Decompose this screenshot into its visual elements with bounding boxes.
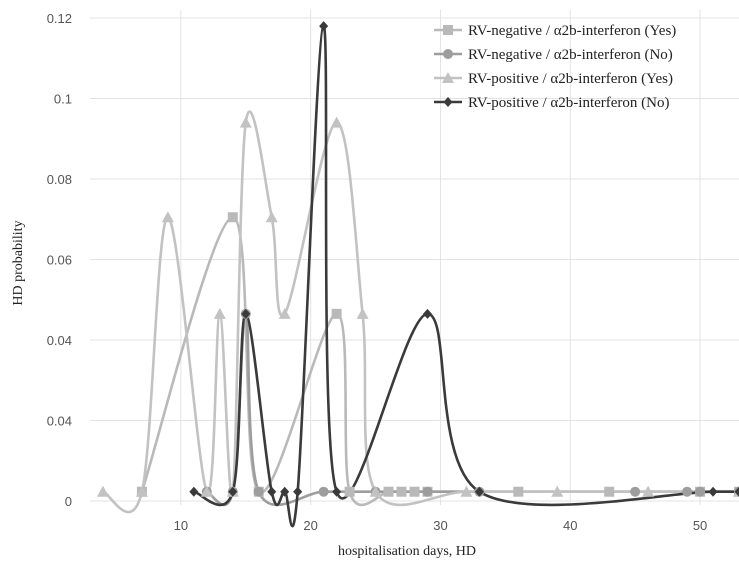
data-point	[630, 486, 641, 497]
data-point	[253, 486, 264, 497]
data-point	[318, 486, 329, 497]
data-point	[356, 307, 369, 319]
data-point	[734, 486, 739, 497]
data-point	[161, 211, 174, 223]
series-line-3	[102, 110, 739, 514]
data-point	[330, 116, 343, 128]
x-tick-label: 50	[693, 518, 707, 533]
data-point	[227, 212, 238, 223]
data-point	[319, 21, 329, 32]
data-point	[213, 307, 226, 319]
x-tick-label: 30	[433, 518, 447, 533]
data-point	[228, 486, 238, 497]
data-point	[344, 486, 355, 497]
legend-marker	[443, 25, 453, 35]
data-point	[280, 486, 290, 497]
data-point	[695, 486, 706, 497]
data-point	[200, 485, 213, 497]
data-point	[241, 308, 251, 319]
series-markers	[96, 21, 739, 497]
y-tick-label: 0	[65, 494, 72, 509]
legend-marker	[443, 49, 453, 59]
data-point	[239, 116, 252, 128]
data-point	[409, 486, 420, 497]
data-point	[708, 486, 718, 497]
data-point	[332, 486, 342, 497]
data-point	[604, 486, 615, 497]
y-axis-title: HD probability	[11, 220, 26, 305]
grid	[90, 10, 739, 505]
x-axis-ticks: 10 20 30 40 50	[174, 518, 708, 533]
y-tick-label: 0.12	[47, 11, 72, 26]
y-tick-label: 0.1	[54, 92, 72, 107]
data-point	[278, 307, 291, 319]
data-point	[422, 308, 432, 319]
legend-label: RV-negative / α2b-interferon (No)	[468, 47, 673, 63]
data-point	[96, 485, 109, 497]
data-point	[460, 485, 473, 497]
x-tick-label: 40	[563, 518, 577, 533]
x-tick-label: 20	[303, 518, 317, 533]
data-point	[267, 486, 277, 497]
y-axis-ticks: 0 0.04 0.04 0.06 0.08 0.1 0.12	[47, 11, 72, 509]
data-point	[189, 486, 199, 497]
x-axis-title: hospitalisation days, HD	[338, 544, 476, 559]
data-point	[369, 485, 382, 497]
data-point	[474, 486, 484, 497]
series-line-2	[206, 312, 739, 507]
y-tick-label: 0.04	[47, 413, 72, 428]
data-point	[422, 486, 433, 497]
legend-label: RV-positive / α2b-interferon (Yes)	[468, 71, 673, 87]
data-point	[265, 211, 278, 223]
data-point	[383, 486, 394, 497]
legend-marker	[442, 72, 454, 83]
legend: RV-negative / α2b-interferon (Yes) RV-neg…	[434, 23, 676, 111]
data-point	[551, 485, 564, 497]
legend-marker	[443, 97, 453, 107]
y-tick-label: 0.08	[47, 172, 72, 187]
y-tick-label: 0.04	[47, 333, 72, 348]
x-tick-label: 10	[174, 518, 188, 533]
data-point	[682, 486, 693, 497]
data-point	[331, 308, 342, 319]
data-point	[513, 486, 524, 497]
data-point	[293, 486, 303, 497]
data-point	[396, 486, 407, 497]
data-point	[135, 485, 148, 497]
legend-label: RV-negative / α2b-interferon (Yes)	[468, 23, 676, 39]
data-point	[642, 485, 655, 497]
legend-label: RV-positive / α2b-interferon (No)	[468, 95, 669, 111]
y-tick-label: 0.06	[47, 253, 72, 268]
